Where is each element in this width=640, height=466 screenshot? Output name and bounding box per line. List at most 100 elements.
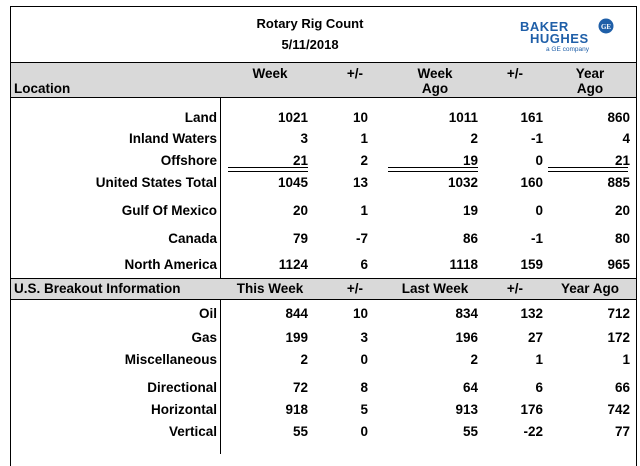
cell-week: 20	[292, 203, 308, 218]
table-frame	[10, 6, 637, 466]
breakout-column-divider	[220, 300, 221, 454]
cell-pm2: 160	[520, 175, 543, 190]
cell-week-ago: 19	[462, 203, 478, 218]
cell-week: 2	[300, 352, 308, 367]
cell-week-ago: 913	[455, 402, 478, 417]
cell-pm2: 0	[535, 203, 543, 218]
breakout-header-this-week: This Week	[236, 281, 304, 296]
cell-year-ago: 712	[607, 306, 630, 321]
header-pm1: +/-	[346, 66, 364, 81]
row-label: Canada	[168, 231, 217, 246]
logo-line1: BAKER	[520, 19, 569, 34]
header-week-ago-1: Week	[417, 66, 453, 81]
cell-week: 55	[292, 424, 308, 439]
cell-week: 199	[285, 330, 308, 345]
cell-pm1: 5	[360, 402, 368, 417]
header-location: Location	[14, 81, 71, 96]
row-label: Land	[184, 110, 217, 125]
cell-pm1: 0	[360, 424, 368, 439]
row-label: United States Total	[95, 175, 217, 190]
cell-week-ago: 1011	[448, 110, 478, 125]
breakout-header-band	[11, 278, 636, 300]
breakout-header-pm2: +/-	[506, 281, 524, 296]
weekago-underline	[388, 167, 478, 168]
svg-text:GE: GE	[601, 23, 611, 31]
cell-pm1: 2	[360, 153, 368, 168]
logo-line2: HUGHES	[530, 31, 589, 46]
cell-pm2: 161	[520, 110, 543, 125]
rig-count-sheet: Rotary Rig Count 5/11/2018 BAKER HUGHES …	[10, 6, 637, 466]
row-label: Gas	[191, 330, 217, 345]
report-title: Rotary Rig Count	[256, 16, 364, 31]
cell-pm1: 3	[360, 330, 368, 345]
cell-week: 844	[285, 306, 308, 321]
cell-week-ago: 2	[470, 131, 478, 146]
baker-hughes-logo: BAKER HUGHES a GE company GE	[520, 18, 625, 53]
cell-week-ago: 86	[462, 231, 478, 246]
cell-pm1: 1	[360, 203, 368, 218]
cell-year-ago: 172	[607, 330, 630, 345]
row-label: Vertical	[168, 424, 217, 439]
cell-year-ago: 77	[614, 424, 630, 439]
cell-pm2: 176	[520, 402, 543, 417]
cell-week: 72	[292, 380, 308, 395]
cell-week: 1021	[277, 110, 308, 125]
cell-pm1: 8	[360, 380, 368, 395]
row-label: Inland Waters	[128, 131, 217, 146]
cell-year-ago: 80	[614, 231, 630, 246]
cell-pm2: 1	[535, 352, 543, 367]
cell-pm1: 1	[360, 131, 368, 146]
cell-year-ago: 20	[614, 203, 630, 218]
ge-monogram-icon: GE	[598, 18, 614, 34]
header-year-ago-2: Ago	[576, 81, 604, 96]
cell-year-ago: 742	[607, 402, 630, 417]
cell-week-ago: 64	[462, 380, 478, 395]
cell-week: 21	[292, 153, 308, 168]
cell-week-ago: 1118	[449, 257, 478, 272]
cell-pm1: 0	[360, 352, 368, 367]
logo-sub: a GE company	[546, 46, 589, 53]
breakout-header-year-ago: Year Ago	[560, 281, 620, 296]
cell-week-ago: 55	[462, 424, 478, 439]
cell-year-ago: 965	[607, 257, 630, 272]
cell-week: 1045	[277, 175, 308, 190]
row-label: Miscellaneous	[124, 352, 217, 367]
cell-year-ago: 885	[607, 175, 630, 190]
cell-pm2: 132	[520, 306, 543, 321]
header-year-ago-1: Year	[575, 66, 605, 81]
cell-year-ago: 860	[607, 110, 630, 125]
row-label: Offshore	[160, 153, 217, 168]
cell-week: 79	[292, 231, 308, 246]
cell-pm2: 159	[520, 257, 543, 272]
breakout-header-last-week: Last Week	[401, 281, 469, 296]
cell-year-ago: 1	[622, 352, 630, 367]
row-label: Directional	[147, 380, 217, 395]
breakout-header-label: U.S. Breakout Information	[14, 281, 181, 296]
cell-week: 1124	[278, 257, 308, 272]
report-date: 5/11/2018	[281, 37, 339, 52]
cell-pm2: -22	[523, 424, 543, 439]
cell-year-ago: 66	[614, 380, 630, 395]
cell-pm2: -1	[530, 131, 543, 146]
cell-year-ago: 4	[622, 131, 630, 146]
cell-pm1: 10	[352, 306, 368, 321]
cell-week-ago: 834	[455, 306, 478, 321]
cell-pm1: 10	[352, 110, 368, 125]
row-label: Gulf Of Mexico	[121, 203, 217, 218]
cell-week-ago: 1032	[447, 175, 478, 190]
row-label: North America	[124, 257, 217, 272]
cell-week-ago: 19	[462, 153, 478, 168]
location-header-band	[11, 62, 636, 98]
cell-week: 3	[300, 131, 308, 146]
cell-week: 918	[285, 402, 308, 417]
header-week-ago-2: Ago	[421, 81, 449, 96]
cell-pm1: 13	[352, 175, 368, 190]
week-underline	[228, 167, 308, 168]
yearago-underline-2	[548, 171, 628, 172]
column-divider	[220, 98, 221, 278]
cell-week-ago: 2	[470, 352, 478, 367]
week-underline-2	[228, 171, 308, 172]
row-label: Horizontal	[151, 402, 217, 417]
cell-pm2: 6	[535, 380, 543, 395]
header-week: Week	[252, 66, 288, 81]
